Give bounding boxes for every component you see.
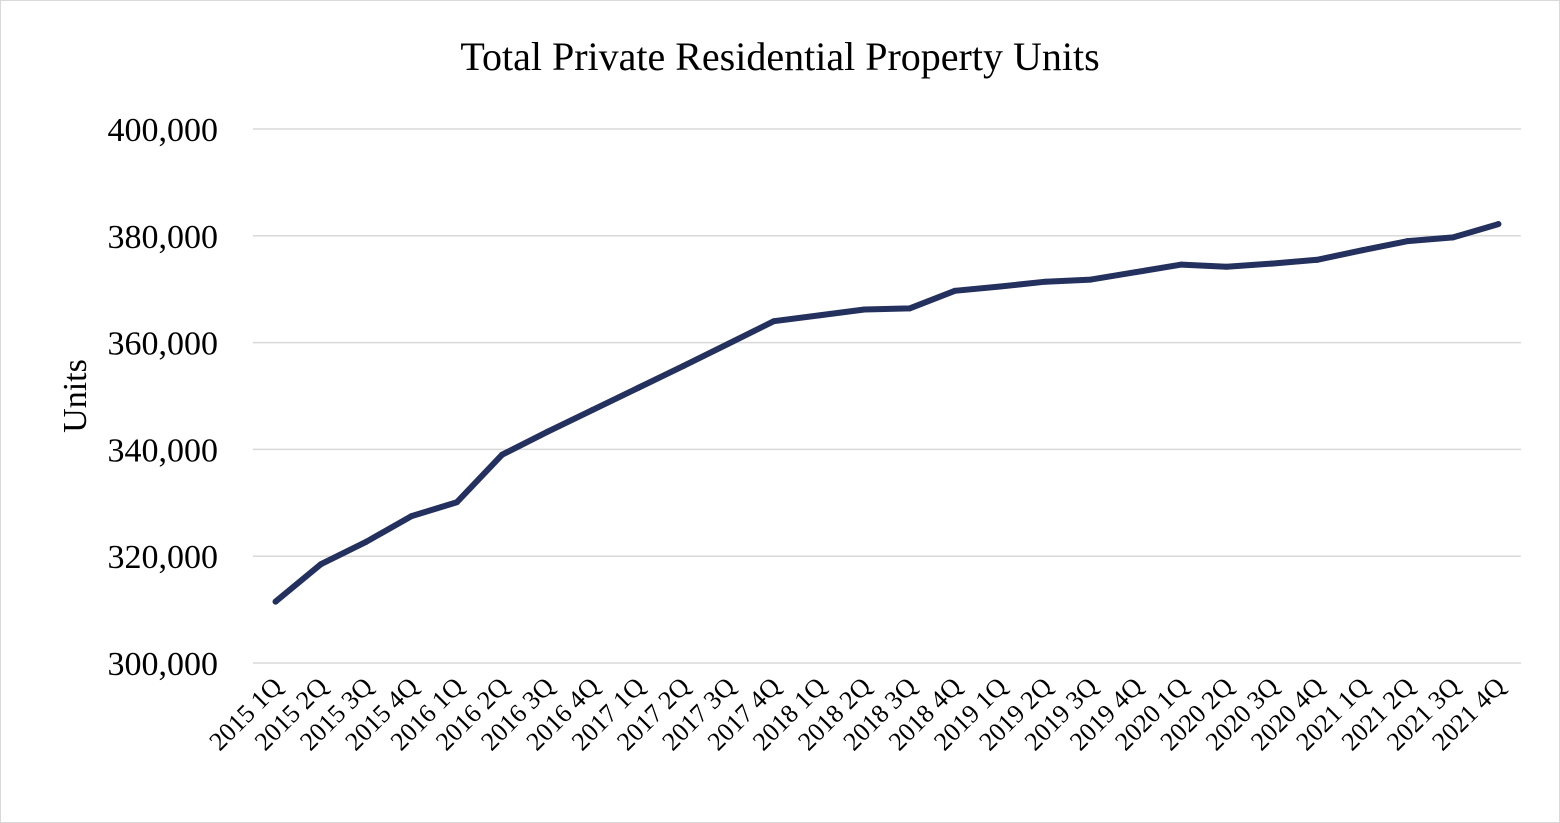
data-point (951, 287, 958, 294)
data-point (499, 451, 506, 458)
y-tick-label: 380,000 (108, 219, 219, 256)
data-point (861, 306, 868, 313)
chart-title: Total Private Residential Property Units (460, 34, 1099, 79)
y-tick-label: 340,000 (108, 432, 219, 469)
data-point (1495, 221, 1502, 228)
data-point (1223, 263, 1230, 270)
gridlines (253, 128, 1521, 664)
data-point (453, 499, 460, 506)
data-point (1087, 276, 1094, 283)
data-point (1404, 238, 1411, 245)
data-point (363, 538, 370, 545)
data-point (1178, 261, 1185, 268)
data-point (544, 428, 551, 435)
data-point (1359, 247, 1366, 254)
data-point (816, 312, 823, 319)
data-point (317, 561, 324, 568)
data-point (725, 340, 732, 347)
data-point (1314, 256, 1321, 263)
data-point (272, 598, 279, 605)
data-point (1133, 269, 1140, 276)
y-tick-label: 300,000 (108, 646, 219, 683)
series-layer (272, 221, 1502, 605)
data-point (770, 318, 777, 325)
data-point (1042, 278, 1049, 285)
data-point (906, 305, 913, 312)
y-tick-label: 320,000 (108, 539, 219, 576)
data-point (997, 283, 1004, 290)
y-axis-label: Units (57, 359, 94, 433)
data-point (1450, 234, 1457, 241)
data-point (1268, 260, 1275, 267)
series-line-0 (272, 221, 1502, 605)
data-point (634, 384, 641, 391)
data-point (680, 363, 687, 370)
y-tick-label: 400,000 (108, 112, 219, 149)
data-point (589, 406, 596, 413)
y-axis-ticks: 300,000 320,000 340,000 360,000 380,000 400,0… (108, 112, 219, 683)
y-tick-label: 360,000 (108, 326, 219, 363)
data-point (408, 513, 415, 520)
